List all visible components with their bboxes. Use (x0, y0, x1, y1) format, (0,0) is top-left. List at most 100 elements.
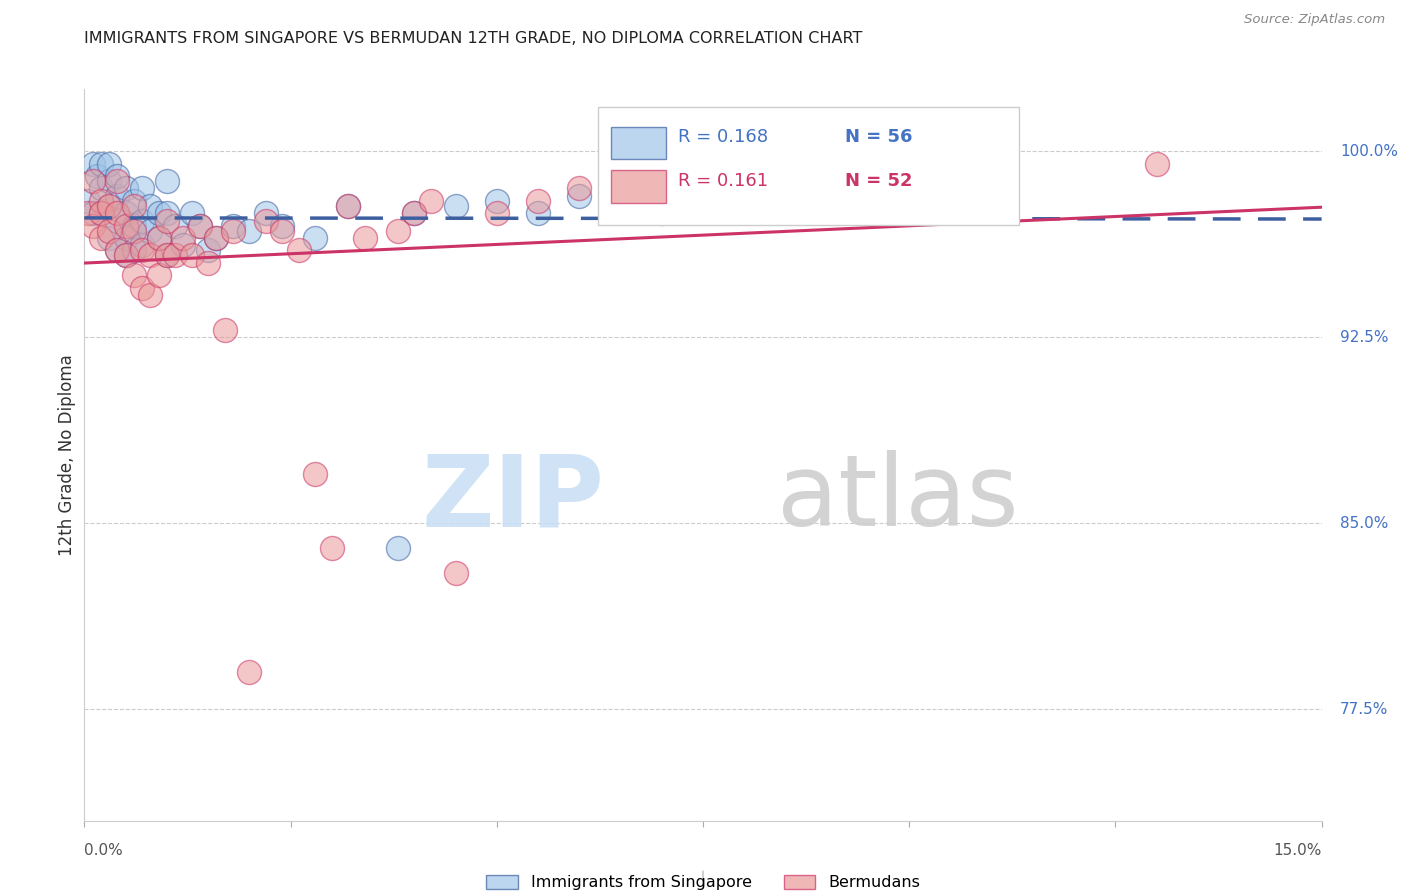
Point (404, 206, 426, 220)
Point (77, 194, 100, 208)
Point (321, 541, 343, 555)
Point (98, 199, 121, 213)
Point (444, 199, 467, 213)
Point (815, 181, 838, 195)
Point (222, 223, 245, 237)
Point (131, 280, 153, 294)
Point (733, 189, 755, 203)
Point (148, 231, 170, 245)
Point (86, 169, 108, 183)
Point (188, 219, 211, 233)
Point (98, 199, 121, 213)
Point (1146, 156, 1168, 170)
Point (733, 174, 755, 188)
Point (105, 244, 128, 258)
Point (114, 248, 136, 262)
Point (288, 244, 311, 258)
Point (222, 219, 245, 233)
Point (139, 248, 162, 262)
Point (180, 206, 202, 220)
Point (156, 213, 179, 227)
Point (254, 206, 277, 220)
Point (898, 174, 921, 188)
Point (304, 467, 326, 481)
Point (98, 156, 121, 170)
Point (172, 238, 194, 252)
Point (105, 206, 128, 220)
Point (387, 541, 409, 555)
Point (337, 199, 360, 213)
Point (527, 194, 550, 208)
Text: 0.0%: 0.0% (84, 843, 124, 858)
Point (131, 213, 153, 227)
Text: IMMIGRANTS FROM SINGAPORE VS BERMUDAN 12TH GRADE, NO DIPLOMA CORRELATION CHART: IMMIGRANTS FROM SINGAPORE VS BERMUDAN 12… (84, 31, 863, 46)
Point (692, 194, 714, 208)
Point (651, 206, 673, 220)
Point (90, 181, 112, 195)
Point (105, 244, 128, 258)
Point (105, 174, 128, 188)
Point (122, 223, 145, 237)
Point (98, 174, 121, 188)
Text: N = 52: N = 52 (845, 171, 912, 190)
Point (122, 244, 145, 258)
FancyBboxPatch shape (612, 127, 666, 159)
Text: R = 0.168: R = 0.168 (678, 128, 769, 145)
Point (404, 206, 426, 220)
Point (172, 231, 194, 245)
Point (651, 181, 673, 195)
Point (105, 189, 128, 203)
Point (98, 223, 121, 237)
Point (90, 206, 112, 220)
Point (122, 268, 145, 282)
Point (156, 248, 179, 262)
Point (609, 194, 631, 208)
Point (114, 219, 136, 233)
Point (444, 566, 467, 580)
Point (131, 238, 153, 252)
Point (114, 181, 136, 195)
Point (205, 231, 228, 245)
Point (77, 206, 100, 220)
Text: atlas: atlas (778, 450, 1019, 548)
Point (165, 219, 187, 233)
Point (419, 194, 441, 208)
Point (815, 169, 838, 183)
Point (238, 665, 260, 679)
Point (180, 248, 202, 262)
Point (90, 206, 112, 220)
Point (188, 219, 211, 233)
Point (105, 213, 128, 227)
Point (197, 244, 219, 258)
Point (139, 288, 162, 302)
Point (609, 199, 631, 213)
Point (156, 174, 179, 188)
Point (114, 231, 136, 245)
FancyBboxPatch shape (612, 170, 666, 202)
Point (197, 256, 219, 270)
Point (271, 219, 294, 233)
Text: R = 0.161: R = 0.161 (678, 171, 769, 190)
Text: 15.0%: 15.0% (1274, 843, 1322, 858)
Text: 92.5%: 92.5% (1340, 330, 1388, 344)
Text: Source: ZipAtlas.com: Source: ZipAtlas.com (1244, 13, 1385, 27)
Text: N = 56: N = 56 (845, 128, 912, 145)
Point (165, 248, 187, 262)
Point (485, 206, 508, 220)
Point (254, 213, 277, 227)
Point (122, 219, 145, 233)
Point (82, 219, 104, 233)
Point (122, 199, 145, 213)
Point (105, 169, 128, 183)
Point (131, 181, 153, 195)
Point (205, 231, 228, 245)
Point (238, 223, 260, 237)
Point (568, 189, 591, 203)
Point (139, 199, 162, 213)
Point (485, 194, 508, 208)
Point (148, 268, 170, 282)
Point (114, 248, 136, 262)
Point (82, 156, 104, 170)
Point (568, 181, 591, 195)
Point (90, 194, 112, 208)
